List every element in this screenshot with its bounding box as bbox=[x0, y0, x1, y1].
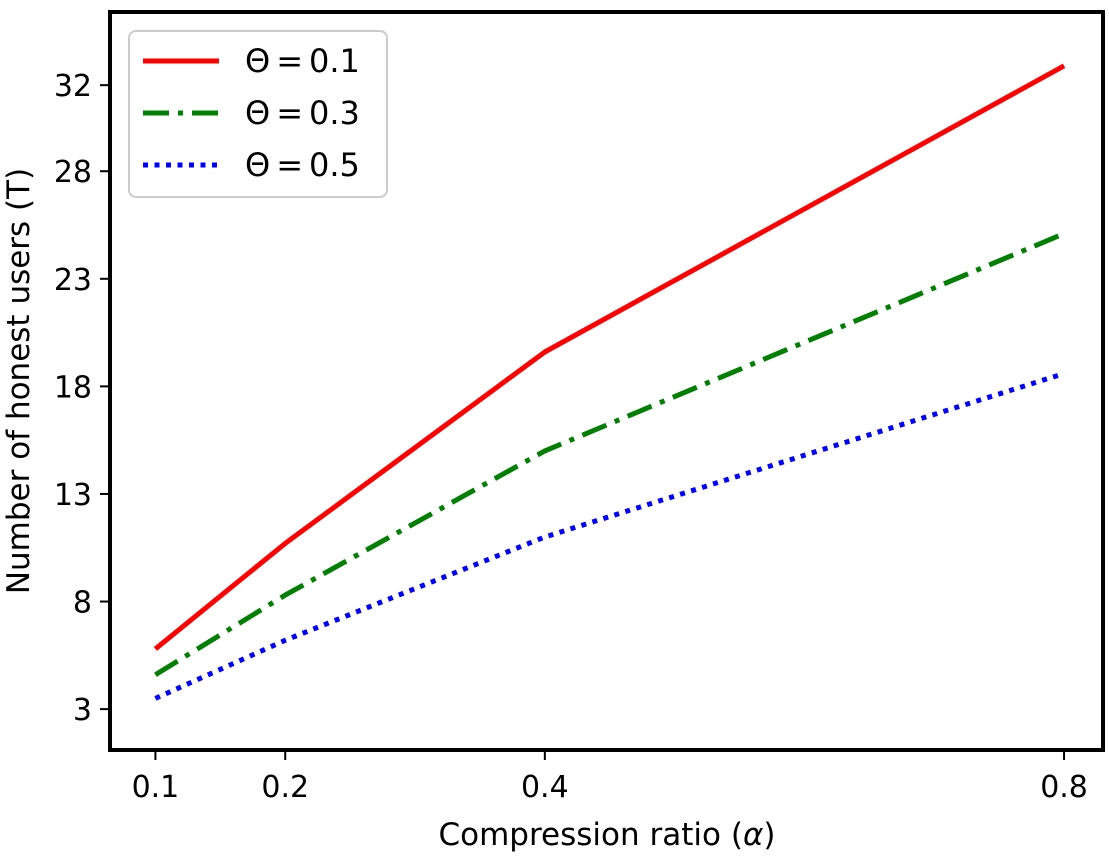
legend: Θ = 0.1 Θ = 0.3 Θ = 0.5 bbox=[128, 30, 388, 198]
y-tick-label: 8 bbox=[73, 586, 92, 621]
legend-box bbox=[128, 30, 388, 198]
y-axis-title: Number of honest users (T) bbox=[1, 168, 37, 594]
x-tick-label: 0.8 bbox=[1040, 770, 1088, 805]
legend-label-2: Θ = 0.3 bbox=[245, 94, 360, 132]
x-tick-label: 0.1 bbox=[132, 770, 180, 805]
legend-label-3: Θ = 0.5 bbox=[245, 146, 360, 184]
y-tick-label: 23 bbox=[54, 263, 92, 298]
x-tick-label: 0.4 bbox=[521, 770, 569, 805]
y-tick-label: 13 bbox=[54, 478, 92, 513]
legend-label-1: Θ = 0.1 bbox=[245, 42, 360, 80]
y-tick-label: 18 bbox=[54, 370, 92, 405]
series-line-1 bbox=[153, 63, 1066, 651]
plot-frame bbox=[108, 10, 1105, 752]
axes-layer: 0.1 0.2 0.4 0.8 3 8 13 18 23 28 32 bbox=[54, 69, 1088, 805]
y-tick-label: 3 bbox=[73, 693, 92, 728]
alpha-symbol: α bbox=[743, 817, 763, 853]
x-tick-label: 0.2 bbox=[261, 770, 309, 805]
series-line-2 bbox=[154, 231, 1066, 677]
series-layer bbox=[153, 63, 1066, 701]
y-tick-label: 32 bbox=[54, 69, 92, 104]
x-axis-title: Compression ratio (α) bbox=[439, 817, 776, 853]
y-tick-label: 28 bbox=[54, 155, 92, 190]
series-line-3 bbox=[154, 371, 1065, 701]
